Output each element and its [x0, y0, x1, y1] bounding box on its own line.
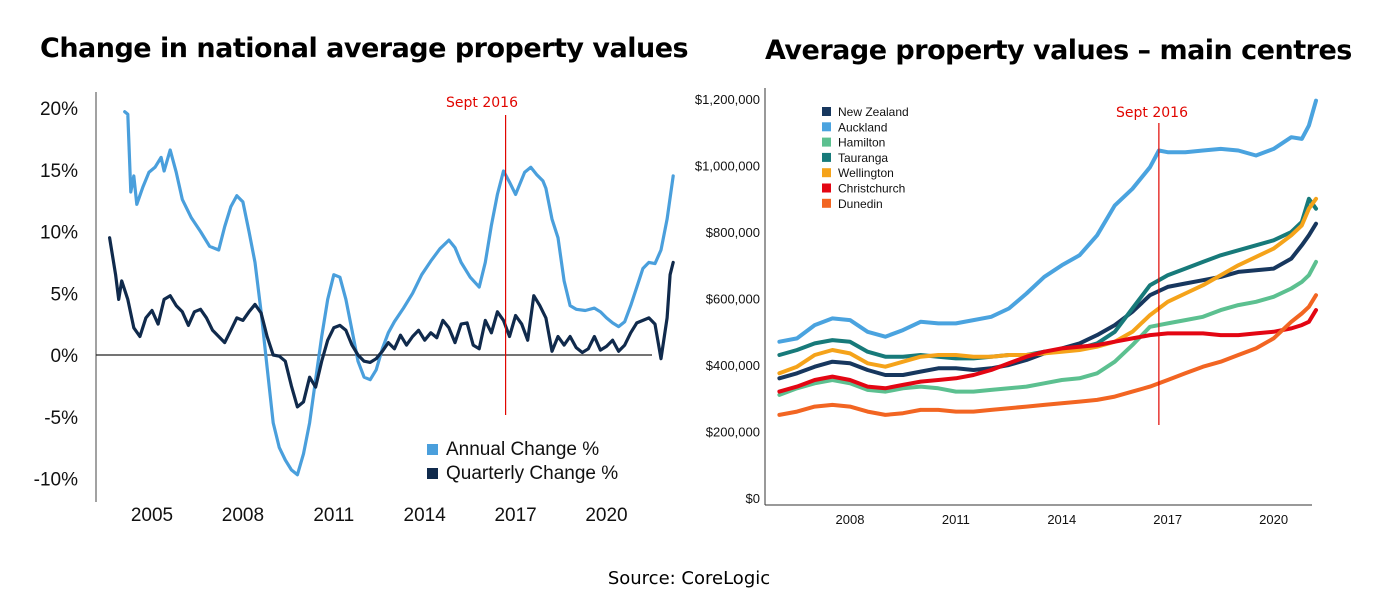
- legend-swatch-dunedin: [822, 198, 831, 208]
- legend-swatch-annual-change: [427, 444, 438, 455]
- left-y-tick-label: 20%: [40, 99, 78, 120]
- legend-label-quarterly-change: Quarterly Change %: [446, 463, 618, 484]
- left-x-tick-label: 2017: [494, 505, 536, 526]
- right-chart-title: Average property values – main centres: [765, 35, 1352, 66]
- series-line-auckland: [777, 98, 1318, 344]
- legend-swatch-christchurch: [822, 183, 831, 193]
- legend-label-auckland: Auckland: [838, 120, 887, 134]
- legend-label-dunedin: Dunedin: [838, 197, 883, 211]
- right-x-tick-label: 2020: [1259, 512, 1288, 527]
- legend-swatch-tauranga: [822, 152, 831, 162]
- legend-swatch-quarterly-change: [427, 468, 438, 479]
- legend-label-wellington: Wellington: [838, 166, 894, 180]
- left-x-tick-label: 2011: [313, 505, 354, 526]
- series-line-wellington: [777, 196, 1318, 376]
- left-chart-title: Change in national average property valu…: [40, 33, 689, 64]
- left-y-tick-label: 10%: [40, 223, 78, 244]
- right-y-tick-label: $1,200,000: [695, 92, 760, 107]
- right-y-tick-label: $800,000: [706, 225, 760, 240]
- right-y-tick-label: $400,000: [706, 358, 760, 373]
- legend-label-tauranga: Tauranga: [838, 151, 888, 165]
- left-x-tick-label: 2008: [222, 505, 264, 526]
- legend-label-new-zealand: New Zealand: [838, 105, 909, 119]
- left-y-tick-label: 5%: [51, 284, 79, 305]
- right-y-tick-label: $1,000,000: [695, 159, 760, 174]
- legend-label-hamilton: Hamilton: [838, 136, 885, 150]
- legend-swatch-auckland: [822, 122, 831, 132]
- left-y-tick-label: -10%: [34, 470, 78, 491]
- right-x-tick-label: 2008: [836, 512, 865, 527]
- right-x-tick-label: 2014: [1047, 512, 1076, 527]
- right-x-tick-label: 2011: [942, 512, 970, 527]
- left-x-tick-label: 2014: [404, 505, 447, 526]
- legend-swatch-wellington: [822, 168, 831, 178]
- legend-label-annual-change: Annual Change %: [446, 439, 599, 460]
- series-line-hamilton: [777, 259, 1318, 397]
- series-line-dunedin: [777, 293, 1318, 417]
- left-annotation-label: Sept 2016: [446, 95, 518, 111]
- left-x-tick-label: 2020: [585, 505, 627, 526]
- left-y-tick-label: -5%: [44, 408, 78, 429]
- right-x-tick-label: 2017: [1153, 512, 1182, 527]
- right-annotation-label: Sept 2016: [1116, 105, 1188, 121]
- right-y-tick-label: $200,000: [706, 425, 760, 440]
- series-line-quarterly-change: [108, 236, 675, 409]
- left-y-tick-label: 15%: [40, 161, 78, 182]
- left-x-tick-label: 2005: [131, 505, 173, 526]
- source-note: Source: CoreLogic: [607, 568, 771, 589]
- legend-label-christchurch: Christchurch: [838, 182, 905, 196]
- legend-swatch-new-zealand: [822, 107, 831, 116]
- right-y-tick-label: $600,000: [706, 292, 760, 307]
- series-line-christchurch: [777, 308, 1318, 394]
- legend-swatch-hamilton: [822, 137, 831, 147]
- left-y-tick-label: 0%: [51, 346, 79, 367]
- right-y-tick-label: $0: [746, 491, 760, 506]
